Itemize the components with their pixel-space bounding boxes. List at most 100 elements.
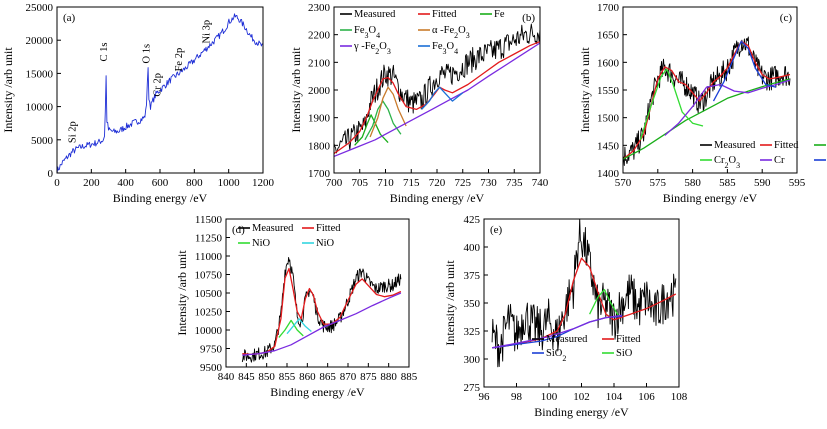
series-line-sio	[589, 288, 620, 317]
panel-label: (d)	[232, 224, 245, 236]
legend-label: Fitted	[316, 223, 341, 234]
x-tick-label: 730	[480, 177, 497, 189]
x-tick-label: 96	[479, 391, 491, 403]
legend-label: NiO	[316, 238, 335, 249]
y-tick-label: 300	[464, 354, 481, 366]
y-tick-label: 325	[464, 326, 481, 338]
x-tick-label: 200	[83, 177, 100, 189]
x-tick-label: 580	[684, 177, 701, 189]
x-axis-label: Binding energy /eV	[270, 385, 365, 399]
legend-label: NiO	[252, 238, 271, 249]
y-tick-label: 10000	[26, 102, 54, 114]
series-line-fitted	[334, 40, 540, 155]
legend-label: Fe3O4	[354, 25, 380, 40]
series-line-spectrum	[57, 13, 263, 173]
x-tick-label: 865	[319, 371, 336, 383]
x-tick-label: 725	[455, 177, 472, 189]
y-tick-label: 20000	[26, 35, 54, 47]
y-tick-label: 1500	[597, 113, 620, 125]
y-axis-label: Intensity /arb unit	[578, 47, 592, 133]
series-line-nio	[278, 319, 304, 338]
y-tick-label: 10750	[195, 270, 223, 282]
series-line-measured	[334, 23, 540, 154]
x-tick-label: 98	[511, 391, 523, 403]
series-group	[334, 23, 540, 158]
y-tick-label: 1800	[308, 140, 331, 152]
y-tick-label: 1600	[597, 57, 620, 69]
x-tick-label: 0	[54, 177, 60, 189]
x-tick-label: 800	[186, 177, 203, 189]
y-tick-label: 1900	[308, 113, 331, 125]
x-tick-label: 720	[429, 177, 446, 189]
y-tick-label: 375	[464, 270, 481, 282]
x-tick-label: 600	[152, 177, 169, 189]
y-tick-label: 1700	[308, 168, 331, 180]
x-tick-label: 735	[506, 177, 523, 189]
x-tick-label: 106	[638, 391, 655, 403]
series-line-background	[491, 314, 623, 349]
x-tick-label: 100	[541, 391, 558, 403]
series-line-fe3o4-sat-	[421, 86, 464, 110]
y-tick-label: 2000	[308, 85, 331, 97]
legend-label: SiO2	[546, 348, 566, 363]
series-line-measured	[491, 219, 677, 368]
x-tick-label: 700	[326, 177, 343, 189]
x-tick-label: 840	[218, 371, 235, 383]
legend-label: Fitted	[432, 9, 457, 20]
x-tick-label: 740	[532, 177, 549, 189]
chart-panel-b: 700 705 710 715 720 725 730 735 740 1700 1800 1900 2…	[289, 2, 549, 205]
x-tick-label: 104	[606, 391, 623, 403]
y-tick-label: 350	[464, 298, 481, 310]
legend-label: Fe3O4	[432, 41, 458, 56]
x-tick-label: 850	[258, 371, 275, 383]
series-line-measured	[623, 36, 791, 166]
x-tick-label: 590	[754, 177, 771, 189]
series-line-background	[242, 292, 402, 356]
x-axis-label: Binding energy /eV	[113, 191, 208, 205]
legend: Measured Fitted SiO2 SiO	[532, 334, 641, 363]
x-tick-label: 705	[352, 177, 369, 189]
chart-panel-a: 0 200 400 600 800 1000 1200 0 5000 10000 15000 2000…	[1, 2, 275, 205]
chart-panel-e: 96 98 100 102 104 106 108 275 300 325 350 375 400 425…	[443, 214, 688, 419]
y-axis-label: Intensity /arb unit	[175, 250, 189, 336]
legend-label: α -Fe2O3	[432, 25, 470, 40]
x-tick-label: 860	[299, 371, 316, 383]
legend-label: Cr2O3	[714, 155, 740, 170]
y-tick-label: 10000	[195, 325, 223, 337]
y-tick-label: 11250	[195, 233, 223, 245]
legend: MeasuredFittedCrCr2O3CrCr2O3	[700, 140, 826, 170]
y-tick-label: 1650	[597, 30, 620, 42]
peak-annotation: Ni 3p	[201, 20, 212, 44]
y-tick-label: 0	[48, 168, 54, 180]
x-axis-label: Binding energy /eV	[390, 191, 485, 205]
x-tick-label: 870	[340, 371, 357, 383]
x-tick-label: 585	[719, 177, 736, 189]
y-tick-label: 2200	[308, 30, 331, 42]
y-tick-label: 5000	[31, 135, 54, 147]
y-tick-label: 1700	[597, 2, 620, 14]
series-line-fitted	[242, 267, 402, 356]
series-line-cr2o3-2-	[712, 40, 777, 102]
x-tick-label: 570	[615, 177, 632, 189]
x-axis-label: Binding energy /eV	[534, 405, 629, 419]
series-group	[491, 219, 677, 368]
x-tick-label: 880	[380, 371, 397, 383]
x-axis-label: Binding energy /eV	[663, 191, 758, 205]
panel-label: (e)	[490, 224, 503, 236]
x-tick-label: 710	[377, 177, 394, 189]
peak-annotation: O 1s	[141, 44, 152, 64]
chart-panel-c: 570 575 580 585 590 595 1400 1450 1500 1550 1600 16…	[578, 2, 826, 205]
legend: Measured Fitted NiO NiO	[238, 223, 341, 249]
legend-label: Cr	[774, 155, 785, 166]
y-tick-label: 11000	[195, 251, 223, 263]
x-tick-label: 885	[401, 371, 418, 383]
y-axis-label: Intensity /arb unit	[1, 47, 15, 133]
series-line-measured	[241, 257, 402, 363]
y-tick-label: 9500	[200, 362, 223, 374]
series-line--fe2o3	[369, 86, 407, 138]
legend-label: Fitted	[774, 140, 799, 151]
series-group	[241, 257, 402, 363]
x-tick-label: 875	[360, 371, 377, 383]
